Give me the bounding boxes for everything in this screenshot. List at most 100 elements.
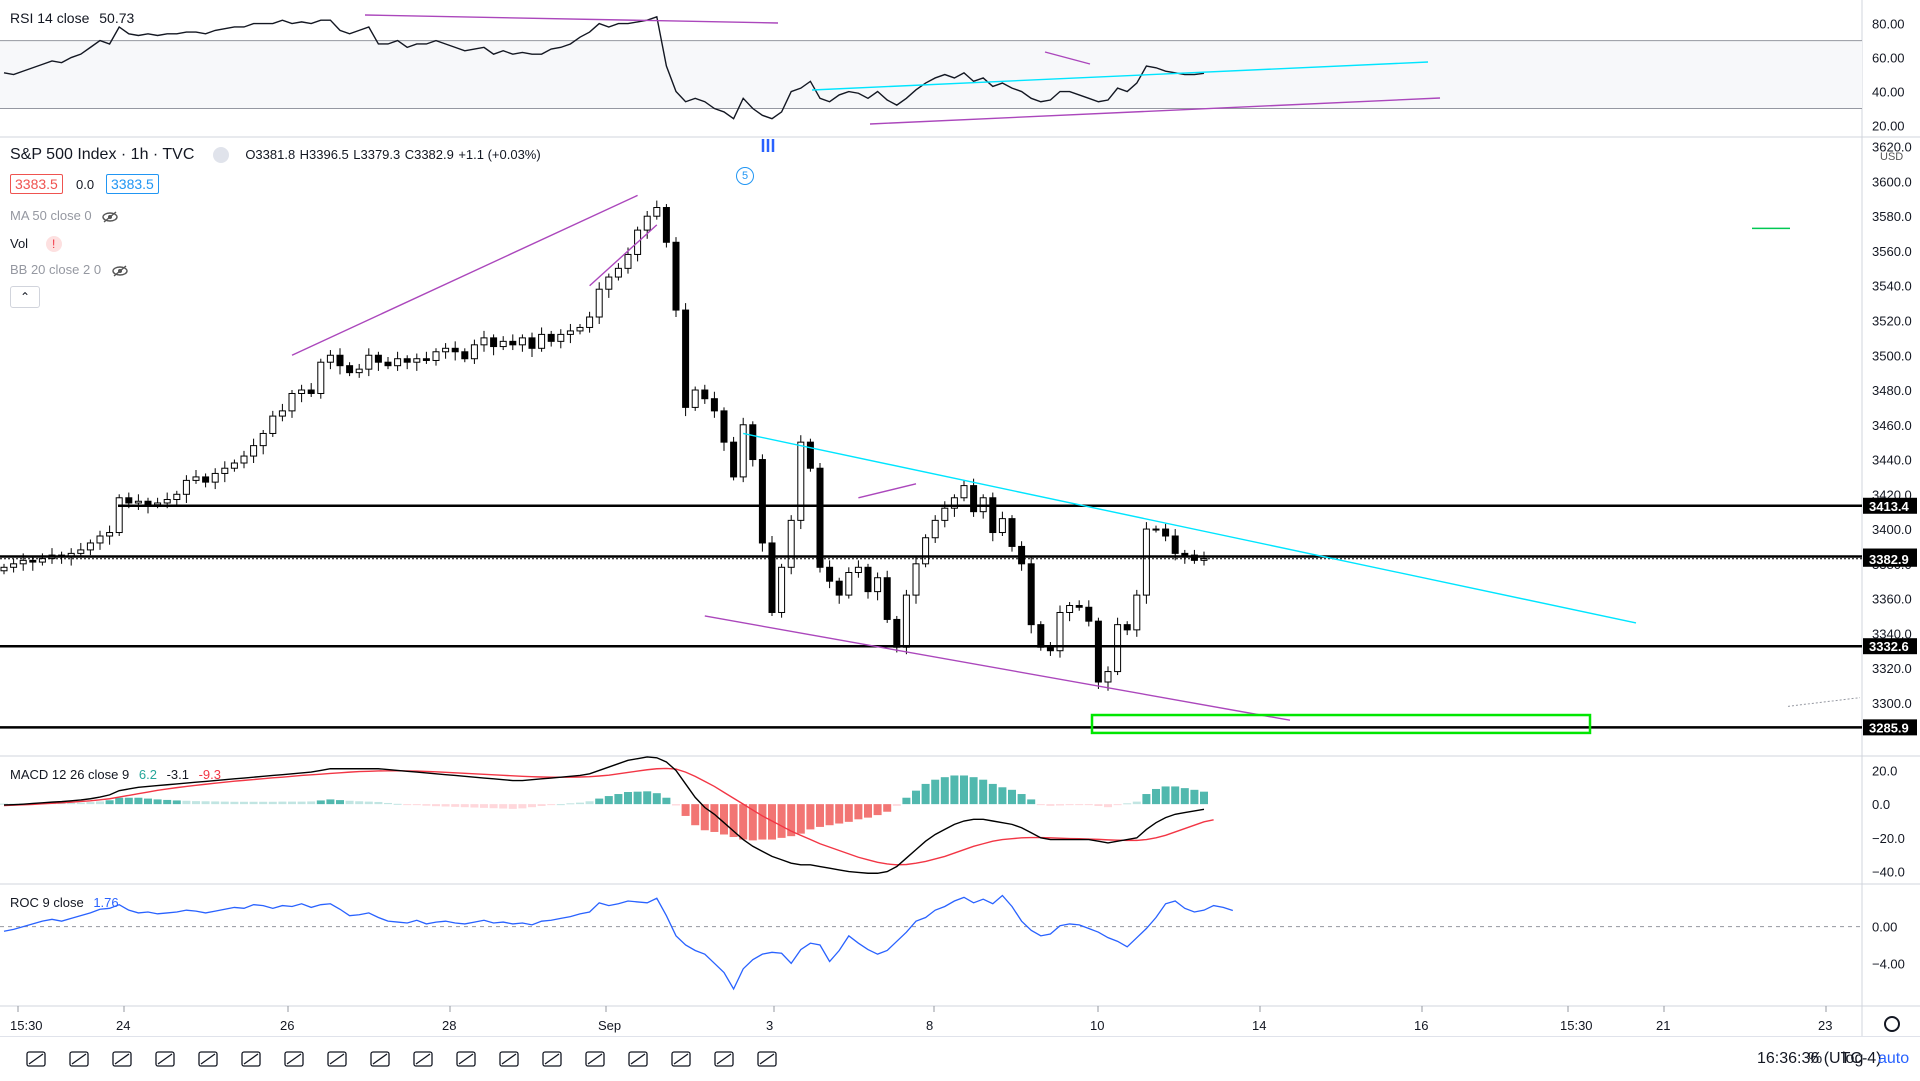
lines-icon[interactable] bbox=[22, 1045, 50, 1073]
bb-indicator[interactable]: BB 20 close 2 0 bbox=[10, 262, 129, 277]
macd-line bbox=[3, 756, 1205, 874]
macd-histogram-bar bbox=[1008, 789, 1016, 805]
macd-histogram-bar bbox=[1036, 804, 1045, 806]
macd-histogram-bar bbox=[844, 804, 853, 822]
macd-histogram-bar bbox=[1123, 803, 1132, 805]
ma-indicator[interactable]: MA 50 close 0 bbox=[10, 208, 119, 223]
projection-icon[interactable] bbox=[667, 1045, 695, 1073]
macd-histogram-bar bbox=[163, 799, 172, 805]
horizontal-ray-icon[interactable] bbox=[280, 1045, 308, 1073]
price-level-label: 3285.9 bbox=[1869, 720, 1909, 735]
macd-histogram-bar bbox=[278, 801, 287, 805]
candle-body bbox=[883, 577, 891, 620]
candle-body bbox=[355, 368, 363, 374]
macd-histogram-bar bbox=[1104, 804, 1112, 808]
vertical-line-icon[interactable] bbox=[581, 1045, 609, 1073]
fork-lines-icon[interactable] bbox=[65, 1045, 93, 1073]
log-toggle[interactable]: log bbox=[1842, 1050, 1864, 1067]
percent-toggle[interactable]: % bbox=[1808, 1050, 1823, 1067]
candle-body bbox=[720, 410, 728, 443]
rectangle-icon[interactable] bbox=[409, 1045, 437, 1073]
gann-icon[interactable] bbox=[237, 1045, 265, 1073]
line-icon[interactable] bbox=[366, 1045, 394, 1073]
candle-body bbox=[998, 518, 1006, 534]
auto-toggle[interactable]: auto bbox=[1878, 1050, 1910, 1067]
macd-histogram-bar bbox=[566, 803, 575, 805]
ask-price-box[interactable]: 3383.5 bbox=[106, 174, 159, 194]
cross-line-icon[interactable] bbox=[624, 1045, 652, 1073]
price-level-tag bbox=[1863, 497, 1917, 514]
macd-histogram-bar bbox=[230, 801, 239, 805]
price-tick-label: 3360.0 bbox=[1872, 592, 1912, 607]
hidden-eye-icon[interactable] bbox=[111, 265, 129, 277]
macd-histogram-bar bbox=[172, 800, 181, 805]
time-tick-label: 23 bbox=[1818, 1018, 1832, 1033]
wave-abc-icon[interactable] bbox=[753, 1045, 781, 1073]
candle-body bbox=[960, 485, 968, 499]
symbol-title[interactable]: S&P 500 Index · 1h · TVC bbox=[10, 146, 195, 163]
elliott-wave-label[interactable]: 5 bbox=[736, 167, 754, 185]
measure-icon[interactable] bbox=[108, 1045, 136, 1073]
candle-body bbox=[691, 389, 699, 408]
macd-histogram-bar bbox=[556, 804, 565, 806]
rsi-tick-label: 20.00 bbox=[1872, 119, 1905, 134]
rsi-tick-label: 80.00 bbox=[1872, 17, 1905, 32]
candle-body bbox=[653, 207, 661, 217]
collapse-legend-button[interactable]: ⌃ bbox=[10, 286, 40, 308]
macd-histogram-bar bbox=[115, 797, 124, 805]
candle-body bbox=[1152, 528, 1160, 531]
candle-body bbox=[682, 309, 690, 408]
macd-histogram-bar bbox=[1171, 786, 1180, 805]
time-tick-label: 15:30 bbox=[1560, 1018, 1593, 1033]
rsi-value: 50.73 bbox=[99, 10, 135, 26]
candle-body bbox=[240, 455, 248, 464]
candle-body bbox=[528, 337, 536, 349]
price-level-tag bbox=[1863, 638, 1917, 655]
candle-body bbox=[806, 441, 814, 469]
candle-body bbox=[230, 462, 238, 469]
macd-histogram-bar bbox=[76, 802, 85, 805]
brush-icon[interactable] bbox=[538, 1045, 566, 1073]
macd-histogram-bar bbox=[796, 804, 805, 834]
candle-body bbox=[144, 500, 152, 506]
candle-body bbox=[1008, 518, 1016, 547]
trendline-small bbox=[858, 483, 917, 499]
macd-histogram-bar bbox=[144, 798, 152, 805]
macd-signal-value: -9.3 bbox=[198, 767, 221, 782]
macd-histogram-bar bbox=[307, 801, 316, 805]
wave-123-icon[interactable] bbox=[710, 1045, 738, 1073]
macd-histogram-bar bbox=[384, 802, 392, 805]
clock-readout[interactable]: 16:36:36 (UTC-4) bbox=[1757, 1050, 1882, 1067]
warning-icon[interactable]: ! bbox=[45, 236, 62, 252]
candle-body bbox=[970, 485, 978, 513]
bid-price-box[interactable]: 3383.5 bbox=[10, 174, 63, 194]
arrow-icon[interactable] bbox=[323, 1045, 351, 1073]
candle-body bbox=[1181, 552, 1189, 556]
macd-histogram-bar bbox=[1113, 804, 1122, 806]
hidden-eye-icon[interactable] bbox=[101, 211, 119, 223]
rsi-line bbox=[3, 15, 1205, 120]
candle-body bbox=[192, 476, 200, 481]
candle-body bbox=[826, 566, 834, 582]
candle-body bbox=[758, 459, 766, 544]
ellipse-icon[interactable] bbox=[495, 1045, 523, 1073]
candle-body bbox=[326, 354, 334, 363]
pattern-icon[interactable] bbox=[151, 1045, 179, 1073]
dotted-projection bbox=[1787, 697, 1861, 707]
roc-tick-label: −4.00 bbox=[1872, 956, 1905, 971]
macd-histogram-bar bbox=[729, 804, 738, 838]
candle-body bbox=[365, 354, 373, 370]
candle-body bbox=[586, 316, 594, 328]
trendline-descending bbox=[743, 432, 1637, 624]
settings-dot-icon[interactable] bbox=[212, 146, 229, 163]
time-tick-label: 10 bbox=[1090, 1018, 1104, 1033]
fib-icon[interactable] bbox=[194, 1045, 222, 1073]
macd-line-value: -3.1 bbox=[166, 767, 189, 782]
macd-histogram-bar bbox=[777, 804, 786, 838]
bottom-toolbar bbox=[0, 1036, 1920, 1081]
bb-label: BB 20 close 2 0 bbox=[10, 262, 102, 277]
macd-histogram-bar bbox=[988, 783, 997, 805]
curve-icon[interactable] bbox=[452, 1045, 480, 1073]
vol-indicator[interactable]: Vol ! bbox=[10, 236, 62, 252]
